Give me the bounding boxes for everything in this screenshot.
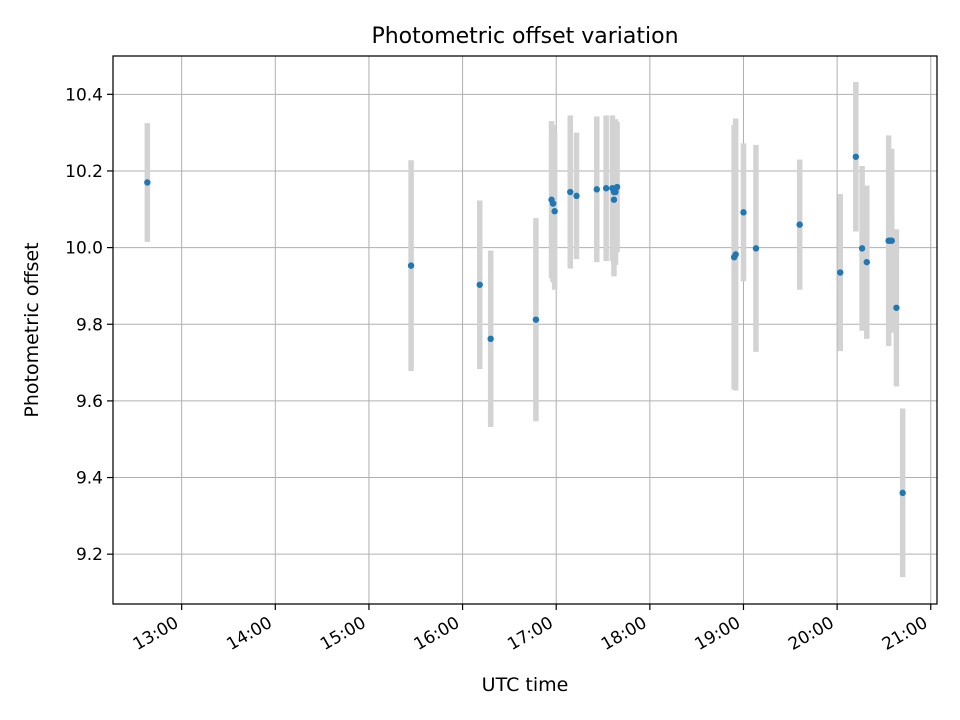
data-point [732, 251, 739, 258]
y-tick-label: 9.4 [76, 469, 103, 489]
x-tick-label: 17:00 [504, 613, 556, 655]
x-tick-label: 13:00 [130, 613, 182, 655]
data-point [612, 188, 619, 196]
data-point [796, 221, 803, 228]
data-point [532, 316, 540, 323]
data-point [858, 245, 866, 252]
data-point [549, 200, 557, 207]
data-point [852, 153, 860, 160]
x-tick-label: 18:00 [598, 613, 650, 655]
data-point [602, 185, 610, 192]
data-point [610, 196, 618, 203]
grid-layer [113, 56, 937, 604]
x-tick-label: 20:00 [785, 613, 837, 655]
data-point [487, 335, 494, 343]
data-point [613, 183, 621, 191]
y-tick-label: 10.0 [65, 239, 103, 259]
data-point [593, 186, 600, 193]
x-tick-label: 16:00 [411, 613, 463, 655]
x-tick-label: 21:00 [879, 613, 931, 655]
data-point [573, 192, 580, 200]
errorbar-layer [144, 82, 906, 578]
y-tick-label: 9.6 [76, 392, 103, 412]
x-tick-label: 19:00 [692, 613, 744, 655]
data-point [893, 304, 900, 311]
data-point [899, 489, 906, 497]
y-axis-ticks: 9.2 9.4 9.6 9.8 10.0 10.2 10.4 [65, 85, 113, 565]
plot-area-frame [112, 55, 938, 605]
y-axis-label: Photometric offset [21, 242, 43, 417]
data-point [752, 245, 760, 252]
data-point [837, 269, 844, 276]
point-layer [144, 153, 906, 497]
data-point [567, 188, 574, 196]
x-tick-label: 15:00 [317, 613, 369, 655]
y-tick-label: 9.8 [76, 315, 103, 335]
data-point [551, 208, 558, 215]
data-point [144, 179, 151, 186]
y-tick-label: 10.4 [65, 85, 103, 105]
y-tick-label: 9.2 [76, 545, 103, 565]
x-axis-label: UTC time [482, 674, 569, 696]
x-tick-label: 14:00 [223, 613, 275, 655]
data-point [863, 258, 870, 266]
data-point [476, 281, 483, 288]
x-axis-ticks: 13:00 14:00 15:00 16:00 17:00 18:00 19:00 20:00… [130, 604, 932, 655]
data-point [740, 209, 747, 216]
data-point [888, 237, 895, 244]
y-tick-label: 10.2 [65, 162, 103, 182]
data-point [407, 262, 415, 269]
chart-title: Photometric offset variation [371, 24, 678, 49]
